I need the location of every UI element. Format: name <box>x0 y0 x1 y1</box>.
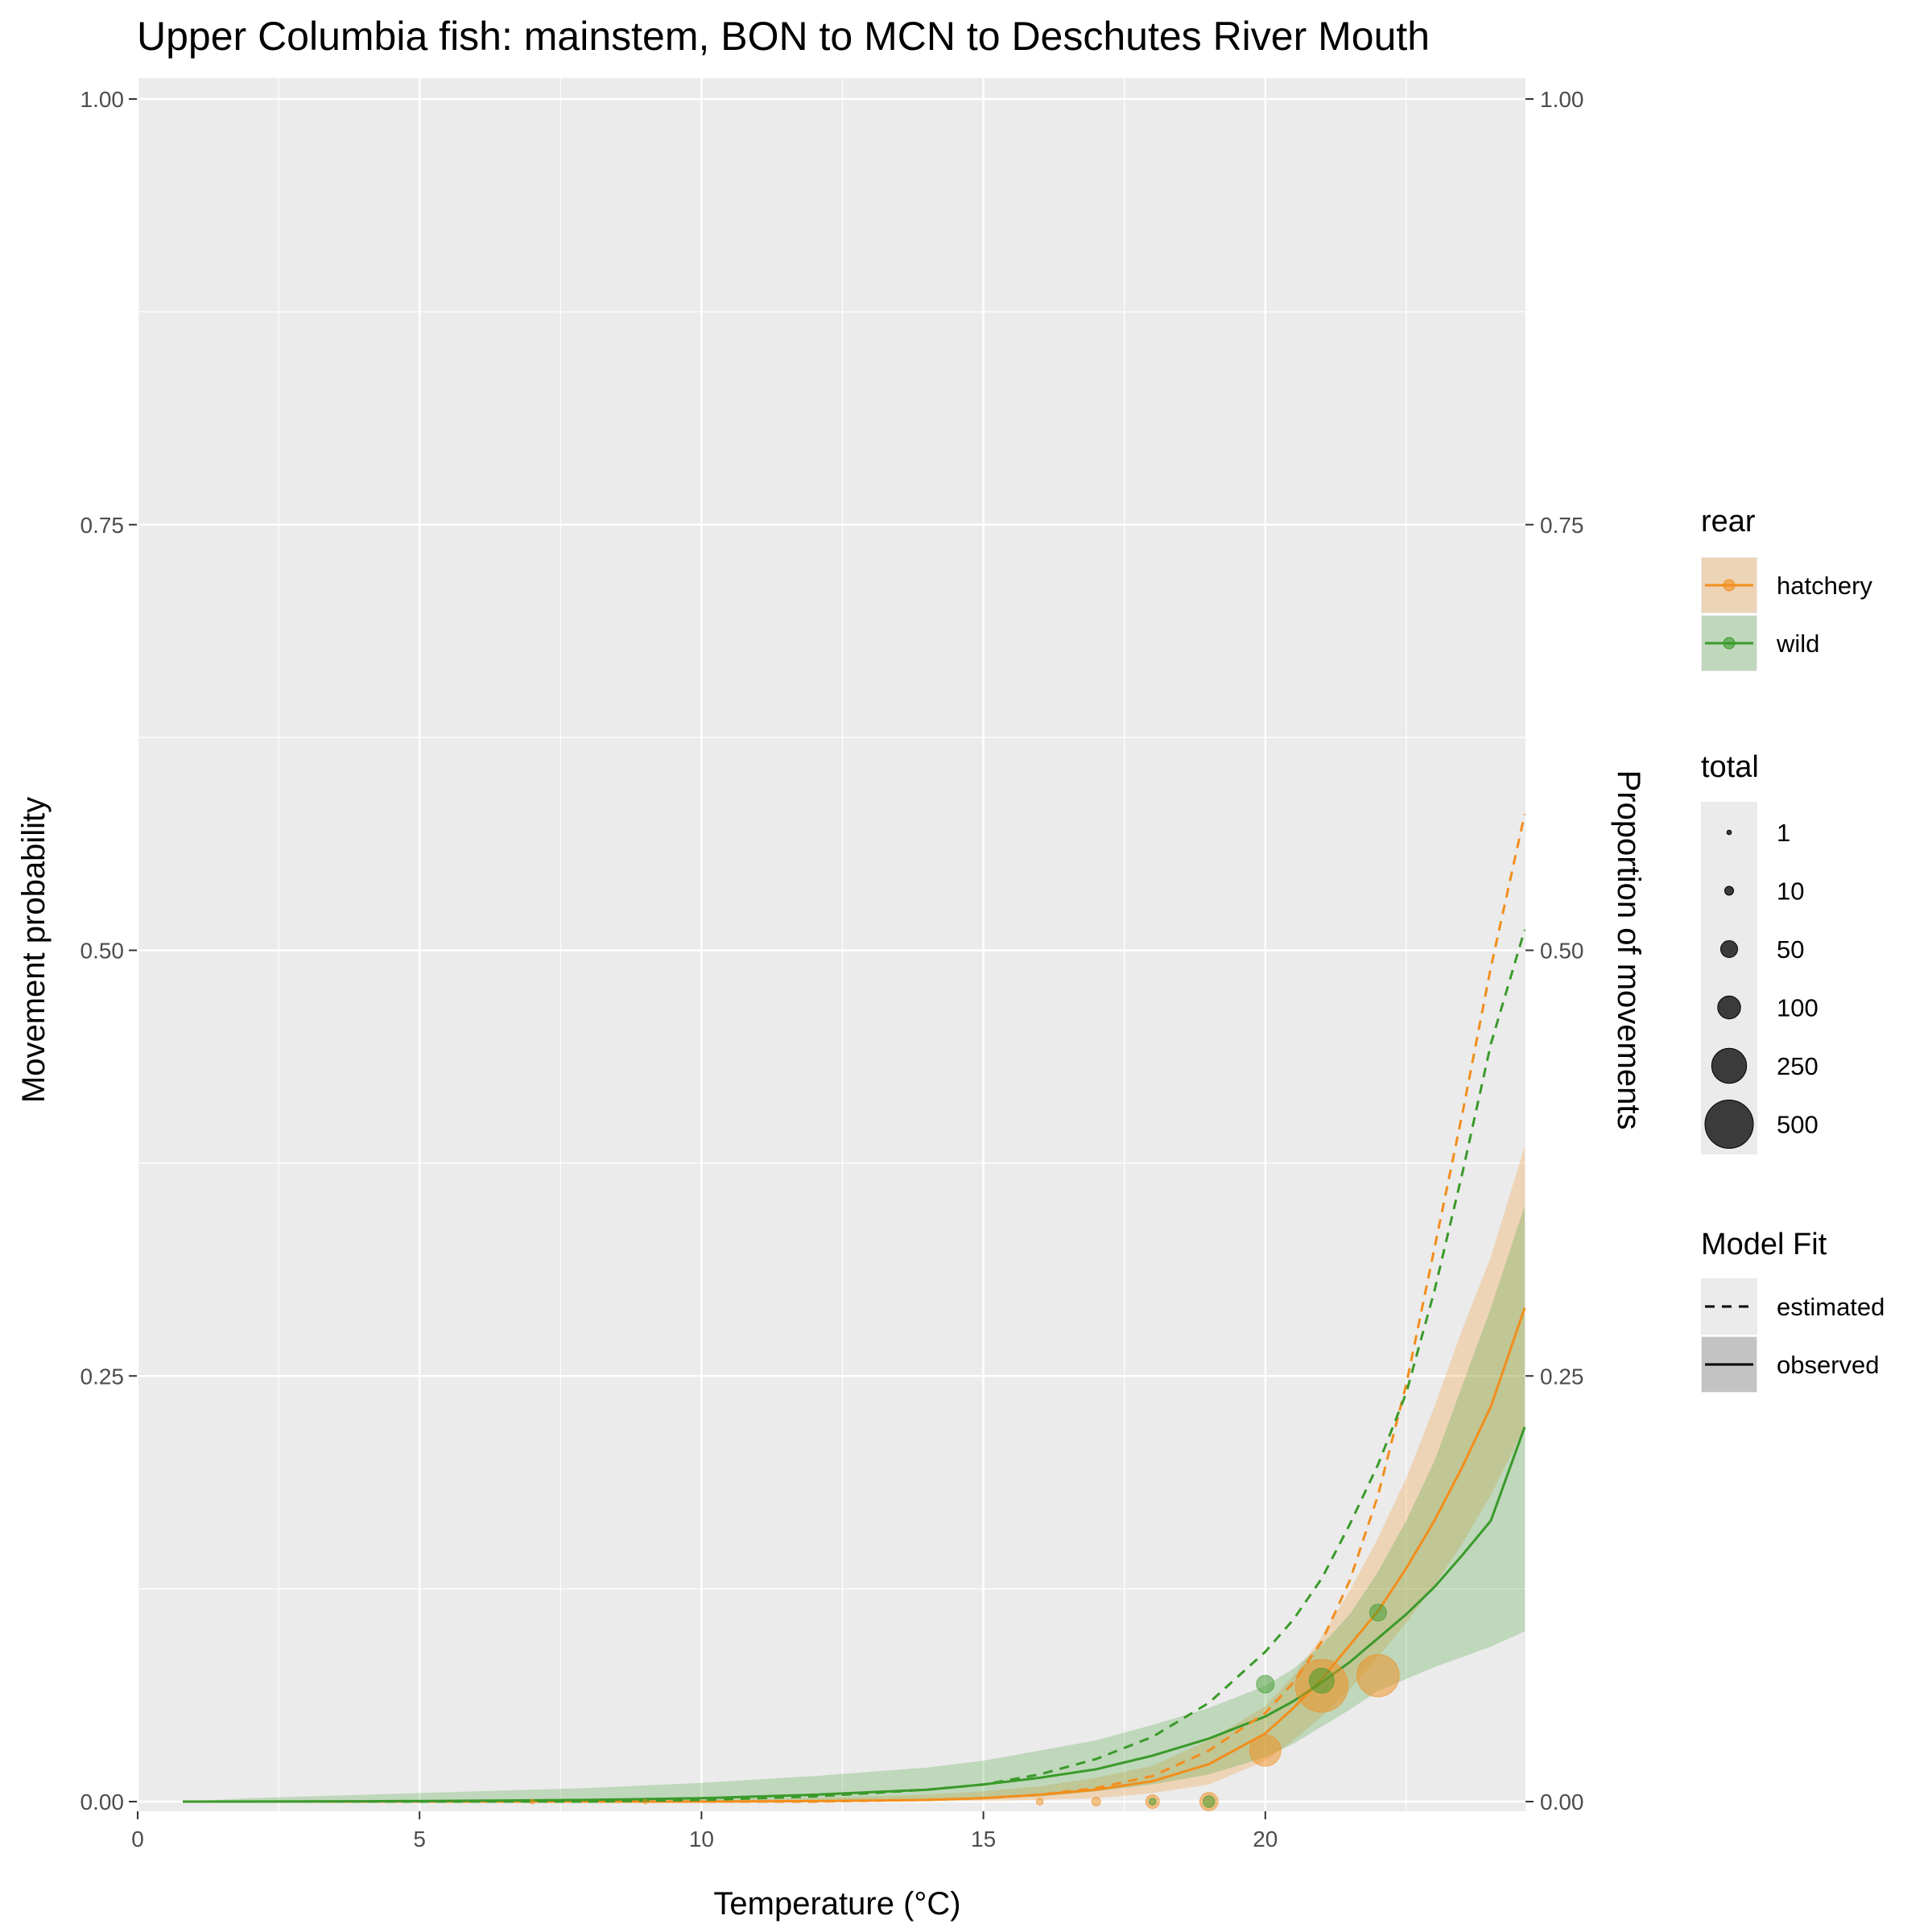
legend-fit-keys: estimated observed <box>1701 1278 1885 1393</box>
legend-total-point <box>1717 995 1741 1020</box>
chart-title: Upper Columbia fish: mainstem, BON to MC… <box>137 14 1430 59</box>
line-wild-observed <box>183 1426 1526 1803</box>
y-tick-label: 0.50 <box>80 939 125 964</box>
plot-panel <box>137 78 1525 1811</box>
legend-total-label: 500 <box>1777 1111 1818 1139</box>
point-hatchery <box>1035 1798 1044 1806</box>
axes: 0 5 10 15 20 0.00 0.00 0.25 0.25 0.50 0.50 0.75 0.75… <box>80 87 1584 1852</box>
legend-key-point-hatchery <box>1723 579 1736 592</box>
legend-total-label: 1 <box>1777 819 1790 847</box>
y-tick-label-right: 0.00 <box>1540 1790 1584 1814</box>
x-axis-title: Temperature (°C) <box>713 1886 960 1922</box>
legend-total-title: total <box>1701 750 1759 784</box>
x-tick-label: 0 <box>131 1827 144 1852</box>
point-hatchery <box>1091 1797 1101 1806</box>
point-wild <box>1148 1798 1157 1806</box>
legend-total-point <box>1726 829 1732 836</box>
legend-fit-label: observed <box>1777 1351 1880 1379</box>
legend-total-point <box>1724 886 1734 896</box>
fit-lines <box>183 813 1526 1803</box>
legend-total-keys: 1 10 50 100 250 500 <box>1701 802 1818 1154</box>
y-tick-label: 0.75 <box>80 513 125 538</box>
x-tick-label: 20 <box>1253 1827 1278 1852</box>
grid-minor <box>137 78 1525 1811</box>
x-tick-label: 10 <box>689 1827 714 1852</box>
point-hatchery <box>1249 1734 1282 1767</box>
legend-label-wild: wild <box>1776 630 1819 658</box>
legend-key-point-wild <box>1723 637 1736 650</box>
y-tick-label: 0.00 <box>80 1790 125 1814</box>
line-hatchery-estimated <box>183 813 1526 1803</box>
legend-total-point <box>1704 1100 1754 1149</box>
observed-points <box>529 1604 1400 1811</box>
y-axis-title-right: Proportion of movements <box>1611 770 1646 1130</box>
legend: rear hatchery wild total 1 10 50 100 250 500 M… <box>1701 505 1885 1393</box>
legend-total-label: 250 <box>1777 1052 1818 1080</box>
y-tick-label-right: 1.00 <box>1540 87 1584 112</box>
y-tick-label: 1.00 <box>80 87 125 112</box>
legend-total-bg <box>1701 802 1757 1154</box>
legend-label-hatchery: hatchery <box>1777 572 1872 600</box>
point-wild <box>1203 1795 1216 1808</box>
legend-rear-title: rear <box>1701 505 1756 539</box>
legend-total-label: 10 <box>1777 877 1804 906</box>
point-wild <box>1368 1604 1387 1622</box>
line-hatchery-observed <box>183 1307 1526 1803</box>
legend-fit-title: Model Fit <box>1701 1228 1827 1261</box>
legend-total-point <box>1711 1047 1748 1084</box>
legend-total-point <box>1720 940 1738 958</box>
y-tick-label-right: 0.75 <box>1540 513 1584 538</box>
y-tick-label: 0.25 <box>80 1364 125 1389</box>
point-wild <box>1256 1674 1275 1694</box>
y-tick-label-right: 0.50 <box>1540 939 1584 964</box>
legend-fit-label: estimated <box>1777 1293 1885 1321</box>
legend-total-label: 100 <box>1777 994 1818 1022</box>
x-tick-label: 5 <box>413 1827 426 1852</box>
x-tick-label: 15 <box>971 1827 996 1852</box>
point-wild <box>1308 1667 1335 1694</box>
point-hatchery <box>1356 1653 1400 1698</box>
y-axis-title: Movement probability <box>16 797 52 1103</box>
legend-rear-keys: hatchery wild <box>1701 557 1872 671</box>
point-hatchery <box>529 1798 535 1805</box>
legend-total-label: 50 <box>1777 935 1804 964</box>
y-tick-label-right: 0.25 <box>1540 1364 1584 1389</box>
point-hatchery <box>642 1798 648 1805</box>
